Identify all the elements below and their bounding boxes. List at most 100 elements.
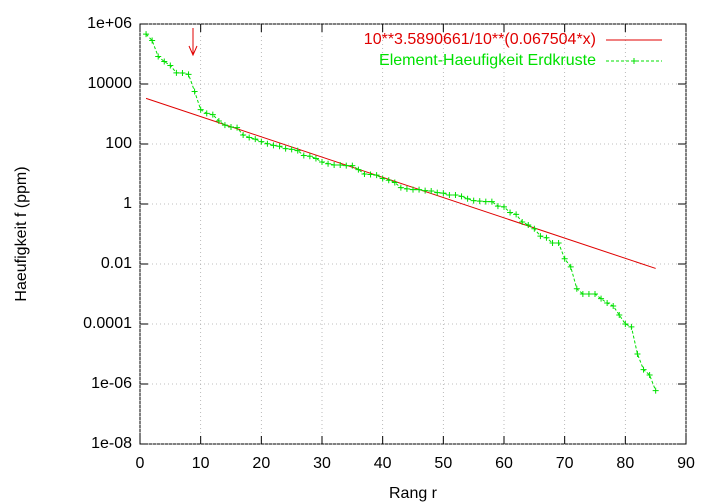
data-point bbox=[646, 371, 653, 378]
data-point bbox=[458, 193, 465, 200]
data-point bbox=[531, 225, 538, 232]
legend-label: 10**3.5890661/10**(0.067504*x) bbox=[364, 31, 596, 48]
data-point bbox=[416, 186, 423, 193]
data-point bbox=[240, 131, 247, 138]
data-point bbox=[349, 162, 356, 169]
x-tick-label: 0 bbox=[136, 455, 145, 472]
data-point bbox=[464, 195, 471, 202]
data-point bbox=[276, 143, 283, 150]
data-point bbox=[337, 161, 344, 168]
x-tick-label: 90 bbox=[677, 455, 695, 472]
y-tick-label: 1e+06 bbox=[87, 15, 132, 32]
data-point bbox=[513, 211, 520, 218]
data-point bbox=[343, 162, 350, 169]
data-point bbox=[270, 142, 277, 149]
data-point bbox=[634, 351, 641, 357]
data-point bbox=[300, 152, 307, 159]
data-point bbox=[604, 300, 611, 307]
series-line bbox=[145, 33, 657, 391]
data-point bbox=[567, 263, 574, 270]
data-point bbox=[246, 134, 253, 141]
data-point bbox=[319, 159, 325, 166]
data-point bbox=[197, 106, 204, 113]
y-tick-label: 100 bbox=[105, 135, 132, 152]
data-point bbox=[361, 171, 368, 177]
data-point bbox=[452, 191, 459, 198]
data-point bbox=[167, 62, 174, 69]
y-tick-label: 1e-08 bbox=[91, 435, 132, 452]
data-point bbox=[434, 189, 441, 196]
data-point bbox=[215, 117, 222, 124]
legend-marker bbox=[631, 58, 637, 64]
data-point bbox=[525, 221, 532, 228]
x-tick-label: 10 bbox=[192, 455, 210, 472]
data-point bbox=[264, 140, 271, 147]
data-point bbox=[616, 311, 623, 318]
x-tick-label: 20 bbox=[252, 455, 270, 472]
data-point bbox=[622, 321, 629, 327]
arrow-annotation bbox=[188, 28, 198, 57]
data-point bbox=[555, 240, 562, 247]
x-axis-label: Rang r bbox=[389, 485, 438, 502]
data-point bbox=[440, 190, 447, 197]
data-point bbox=[355, 166, 362, 173]
y-tick-label: 10000 bbox=[88, 75, 133, 92]
data-point bbox=[221, 122, 228, 129]
data-point bbox=[470, 197, 477, 204]
data-point bbox=[543, 234, 550, 241]
data-point bbox=[173, 69, 180, 76]
data-point bbox=[579, 291, 586, 297]
data-point bbox=[428, 188, 435, 195]
x-tick-label: 50 bbox=[434, 455, 452, 472]
plot-frame bbox=[139, 23, 687, 445]
data-point bbox=[519, 219, 526, 226]
data-point bbox=[501, 203, 507, 210]
data-point bbox=[143, 31, 150, 38]
data-point bbox=[628, 323, 635, 330]
data-point bbox=[640, 366, 647, 373]
data-point bbox=[592, 291, 598, 297]
data-point bbox=[312, 155, 319, 162]
data-point bbox=[331, 161, 338, 168]
data-point bbox=[488, 198, 495, 205]
data-point bbox=[379, 175, 386, 182]
data-point bbox=[185, 71, 192, 78]
x-tick-label: 80 bbox=[616, 455, 634, 472]
data-point bbox=[422, 187, 429, 194]
y-tick-label: 1e-06 bbox=[91, 375, 132, 392]
data-point bbox=[179, 69, 186, 76]
data-point bbox=[161, 58, 168, 65]
data-point bbox=[373, 172, 380, 179]
data-point bbox=[282, 145, 289, 152]
x-tick-label: 40 bbox=[374, 455, 392, 472]
data-point bbox=[149, 37, 156, 44]
data-point bbox=[573, 285, 580, 292]
data-point bbox=[561, 255, 568, 262]
data-point bbox=[325, 160, 332, 167]
data-point bbox=[209, 111, 216, 118]
y-tick-label: 1 bbox=[123, 195, 132, 212]
x-tick-label: 30 bbox=[313, 455, 331, 472]
data-point bbox=[391, 179, 398, 186]
data-point bbox=[403, 185, 410, 192]
data-point bbox=[537, 233, 544, 240]
x-tick-label: 60 bbox=[495, 455, 513, 472]
x-tick-label: 70 bbox=[556, 455, 574, 472]
data-point bbox=[191, 88, 198, 95]
data-point bbox=[228, 123, 234, 130]
legend-label: Element-Haeufigkeit Erdkruste bbox=[379, 52, 596, 69]
data-point bbox=[234, 124, 241, 131]
data-point bbox=[652, 387, 659, 394]
data-point bbox=[385, 177, 392, 184]
data-point bbox=[288, 146, 295, 153]
y-tick-label: 0.0001 bbox=[83, 315, 132, 332]
data-point bbox=[482, 198, 489, 205]
data-point bbox=[446, 191, 453, 198]
data-point bbox=[507, 209, 514, 216]
data-point bbox=[258, 138, 265, 145]
data-point bbox=[155, 53, 162, 60]
data-point bbox=[203, 110, 210, 117]
data-point bbox=[476, 198, 483, 205]
